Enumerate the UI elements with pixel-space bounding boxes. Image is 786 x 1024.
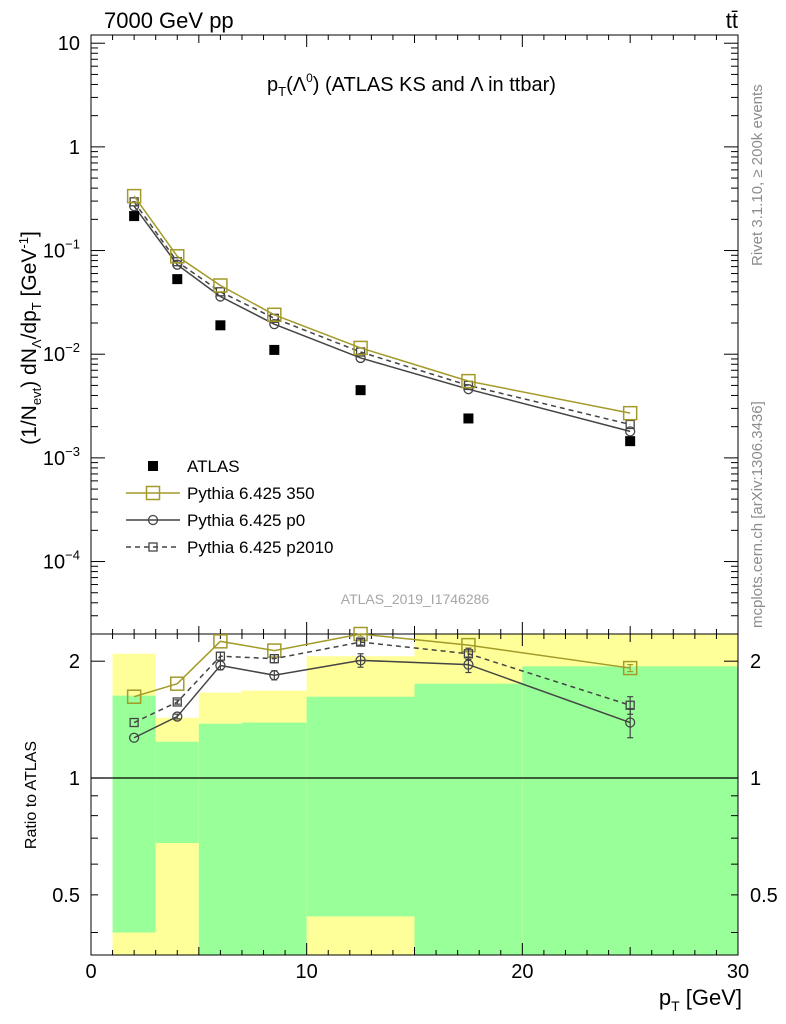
- main-data-point: [625, 426, 636, 437]
- ratio-data-point: [355, 655, 366, 666]
- y-tick-label: 10−3: [43, 444, 80, 470]
- ratio-y-axis-label: Ratio to ATLAS: [23, 741, 40, 849]
- y-tick-label: 10−4: [43, 548, 80, 574]
- ratio-data-point: [172, 697, 182, 707]
- ratio-data-point: [213, 634, 228, 649]
- main-data-point: [172, 259, 183, 270]
- x-axis-label: pT [GeV]: [659, 985, 742, 1014]
- main-data-point: [463, 384, 474, 395]
- main-data-point: [625, 436, 636, 447]
- uncertainty-band-green: [198, 723, 242, 955]
- ratio-data-point: [625, 700, 635, 710]
- rivet-version-label: Rivet 3.1.10, ≥ 200k events: [749, 84, 766, 266]
- main-data-point: [269, 344, 280, 355]
- series-layer: [126, 188, 638, 743]
- ratio-data-point: [269, 670, 280, 681]
- main-data-point: [355, 352, 366, 364]
- legend-label: ATLAS: [187, 457, 240, 476]
- mcplots-label: mcplots.cern.ch [arXiv:1306.3436]: [749, 401, 766, 628]
- ratio-data-point: [172, 711, 183, 722]
- legend-label: Pythia 6.425 p2010: [187, 538, 334, 557]
- main-data-point: [170, 249, 185, 264]
- ratio-bands: [112, 634, 738, 955]
- main-data-point: [129, 211, 140, 222]
- ratio-data-point: [269, 654, 279, 664]
- ratio-y-tick-label-right: 0.5: [750, 885, 778, 907]
- main-series-line: [133, 205, 631, 433]
- main-y-axis-label: (1/Nevt) dNΛ/dpT [GeV-1]: [16, 231, 44, 445]
- legend: ATLAS Pythia 6.425 350 Pythia 6.425 p0 Pyth…: [126, 457, 334, 557]
- labels-layer: 7000 GeV pp tt̄ pT(Λ0) (ATLAS KS and Λ i…: [16, 8, 766, 1014]
- ratio-y-tick-label-right: 1: [750, 768, 761, 790]
- y-tick-label: 10: [58, 33, 80, 55]
- ratio-y-tick-label-right: 2: [750, 651, 761, 673]
- uncertainty-band-green: [306, 696, 415, 917]
- main-data-point: [213, 278, 228, 293]
- main-data-point: [128, 201, 140, 212]
- ratio-data-point: [126, 689, 142, 704]
- header-energy-label: 7000 GeV pp: [104, 8, 234, 33]
- main-data-point: [353, 340, 368, 356]
- uncertainty-band-green: [155, 741, 199, 844]
- legend-label: Pythia 6.425 350: [187, 484, 315, 503]
- main-data-point: [622, 405, 638, 421]
- x-tick-label: 20: [511, 961, 533, 983]
- y-tick-label: 10−2: [43, 340, 80, 366]
- ratio-data-point: [128, 732, 140, 743]
- legend-marker: [148, 461, 158, 471]
- axis-ticks: 0 10 20 30 10 1 10−1 10−2 10−3 10−4 0.5 0.5 1 1 2 2: [43, 33, 778, 983]
- ratio-data-point: [215, 660, 226, 671]
- ratio-data-point: [170, 676, 185, 691]
- legend-marker: [145, 485, 161, 501]
- uncertainty-band-green: [414, 683, 523, 955]
- main-data-point: [355, 385, 366, 396]
- legend-marker: [148, 542, 158, 552]
- x-tick-label: 0: [85, 961, 96, 983]
- legend-label: Pythia 6.425 p0: [187, 511, 305, 530]
- ratio-y-tick-label: 1: [69, 768, 80, 790]
- x-tick-label: 10: [296, 961, 318, 983]
- ratio-series-line: [133, 633, 631, 698]
- ratio-data-point: [129, 717, 139, 728]
- uncertainty-band-green: [241, 722, 307, 955]
- ratio-data-point: [355, 637, 366, 647]
- main-data-point: [461, 373, 476, 389]
- main-data-point: [269, 318, 280, 330]
- y-tick-label: 1: [69, 137, 80, 159]
- x-tick-label: 30: [727, 961, 749, 983]
- main-series-line: [133, 201, 631, 426]
- main-data-point: [267, 307, 282, 323]
- main-data-point: [625, 419, 635, 430]
- analysis-watermark: ATLAS_2019_I1746286: [341, 591, 490, 607]
- y-tick-label: 10−1: [43, 237, 80, 263]
- main-data-point: [215, 320, 226, 331]
- legend-marker: [147, 514, 159, 526]
- main-data-point: [126, 188, 142, 204]
- header-process-label: tt̄: [726, 8, 738, 33]
- ratio-data-point: [625, 717, 636, 728]
- uncertainty-band-green: [112, 695, 156, 933]
- main-series-line: [133, 195, 631, 414]
- main-data-point: [172, 274, 183, 285]
- main-data-point: [463, 413, 474, 424]
- ratio-data-point: [215, 651, 226, 661]
- ratio-y-tick-label: 2: [69, 651, 80, 673]
- ratio-data-point: [622, 660, 638, 676]
- ratio-data-point: [463, 649, 474, 659]
- ratio-y-tick-label: 0.5: [52, 885, 80, 907]
- main-title: pT(Λ0) (ATLAS KS and Λ in ttbar): [267, 71, 556, 99]
